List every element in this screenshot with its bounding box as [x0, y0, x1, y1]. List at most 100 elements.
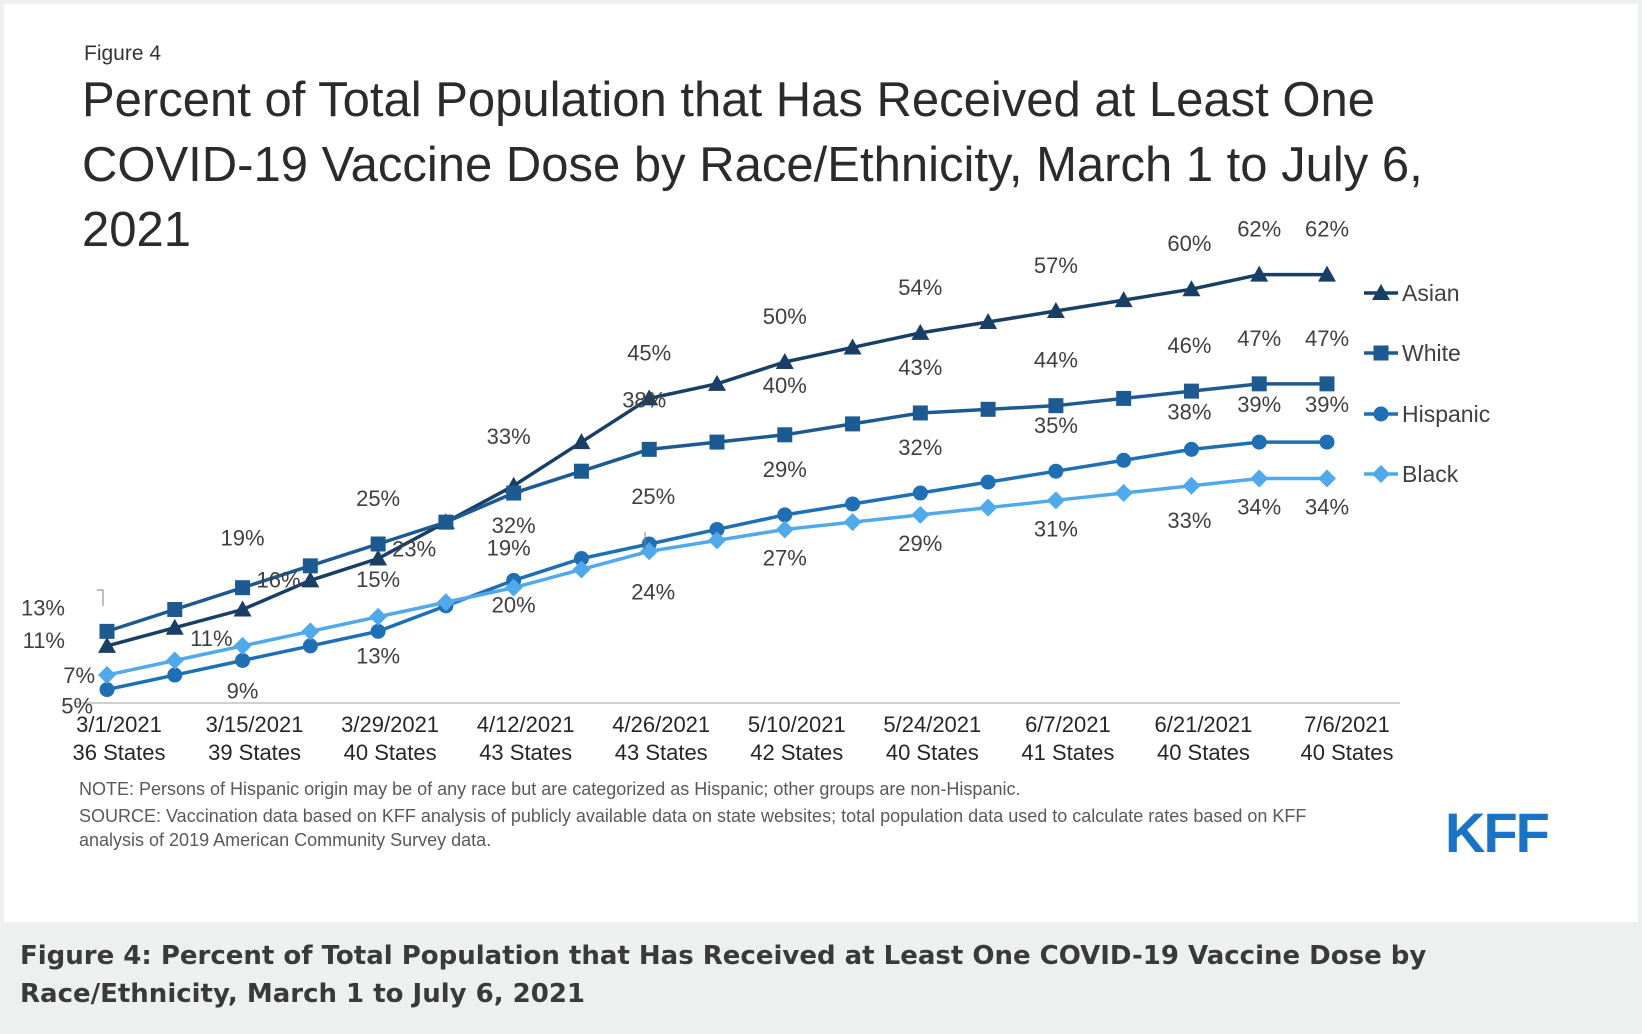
point-asian-17	[1250, 265, 1269, 282]
figure-label: Figure 4	[84, 42, 162, 65]
data-label-hispanic-18: 39%	[1305, 392, 1349, 417]
point-asian-14	[1046, 302, 1065, 319]
point-white-0	[99, 623, 115, 639]
point-asian-16	[1182, 280, 1201, 297]
point-white-9	[709, 434, 725, 450]
point-black-16	[1182, 476, 1201, 495]
point-hispanic-11	[845, 496, 861, 512]
point-white-5	[438, 514, 454, 530]
data-label-asian-0: 11%	[23, 628, 65, 653]
data-label-asian-6: 33%	[487, 424, 531, 449]
x-tick-date-6: 4/12/2021	[477, 712, 575, 737]
point-hispanic-7	[573, 551, 589, 567]
data-label-white-6: 32%	[492, 513, 536, 538]
point-hispanic-4	[370, 623, 386, 639]
point-black-0	[98, 666, 116, 685]
data-label-black-12: 29%	[898, 531, 942, 556]
point-asian-2	[233, 600, 252, 617]
data-label-black-4: 15%	[356, 567, 400, 592]
data-label-white-17: 47%	[1237, 326, 1281, 351]
series-line-white	[106, 382, 1327, 634]
legend-marker-white	[1373, 345, 1389, 361]
legend-label-white: White	[1402, 340, 1461, 366]
data-label-white-16: 46%	[1167, 333, 1211, 358]
data-label-hispanic-17: 39%	[1237, 392, 1281, 417]
data-label-black-18: 34%	[1305, 494, 1349, 519]
point-asian-0	[98, 636, 116, 653]
point-asian-13	[979, 312, 998, 329]
legend-label-black: Black	[1402, 461, 1459, 487]
data-label-black-6: 19%	[487, 536, 531, 561]
data-label-white-8: 38%	[622, 387, 666, 412]
data-label-asian-18: 62%	[1305, 217, 1349, 242]
point-white-8	[641, 441, 657, 457]
data-label-asian-14: 57%	[1034, 253, 1078, 278]
point-black-17	[1250, 469, 1269, 488]
leader-line-white-0	[97, 589, 104, 606]
point-hispanic-16	[1183, 441, 1199, 457]
data-label-hispanic-16: 38%	[1167, 399, 1211, 424]
point-asian-18	[1318, 265, 1336, 282]
data-label-hispanic-10: 29%	[763, 457, 807, 482]
data-label-white-0: 13%	[21, 595, 65, 620]
point-white-12	[912, 405, 928, 421]
point-white-17	[1251, 376, 1267, 392]
data-label-hispanic-4: 13%	[356, 643, 400, 668]
point-hispanic-17	[1251, 434, 1267, 450]
x-tick-date-16: 6/21/2021	[1155, 712, 1253, 737]
data-label-hispanic-2: 9%	[227, 678, 259, 703]
point-white-2	[235, 580, 251, 596]
point-asian-9	[708, 374, 726, 391]
point-white-14	[1048, 398, 1064, 414]
series-line-hispanic	[106, 440, 1327, 692]
data-label-black-0: 7%	[63, 663, 95, 688]
data-label-asian-12: 54%	[898, 275, 942, 300]
point-asian-12	[911, 323, 930, 340]
data-label-black-17: 34%	[1237, 494, 1281, 519]
point-hispanic-9	[709, 521, 725, 537]
legend-label-hispanic: Hispanic	[1402, 401, 1490, 427]
point-black-18	[1318, 469, 1336, 488]
point-hispanic-2	[235, 652, 251, 668]
point-black-5	[436, 593, 455, 612]
kff-logo: KFF	[1445, 801, 1550, 864]
point-asian-15	[1114, 291, 1133, 308]
point-asian-11	[843, 338, 862, 355]
point-black-4	[369, 607, 388, 626]
x-tick-states-8: 43 States	[615, 740, 708, 765]
legend-marker-black	[1372, 465, 1390, 483]
point-white-13	[980, 401, 996, 417]
x-tick-date-14: 6/7/2021	[1025, 712, 1111, 737]
chart-note: NOTE: Persons of Hispanic origin may be …	[79, 779, 1021, 799]
data-label-asian-2: 16%	[257, 568, 301, 593]
point-asian-3	[301, 571, 320, 588]
point-hispanic-13	[980, 474, 996, 490]
data-label-asian-4: 23%	[392, 537, 436, 562]
point-black-2	[233, 636, 252, 655]
point-hispanic-15	[1116, 452, 1132, 468]
data-label-hispanic-6: 20%	[492, 592, 536, 617]
x-tick-date-18: 7/6/2021	[1304, 712, 1390, 737]
data-label-black-14: 31%	[1034, 516, 1078, 541]
point-white-15	[1116, 390, 1132, 406]
data-label-black-8: 24%	[631, 579, 675, 604]
point-white-11	[845, 416, 861, 432]
data-label-hispanic-12: 32%	[898, 435, 942, 460]
x-tick-states-14: 41 States	[1021, 740, 1114, 765]
x-tick-date-12: 5/24/2021	[883, 712, 981, 737]
point-asian-10	[775, 353, 794, 369]
point-hispanic-1	[167, 667, 183, 683]
point-asian-1	[165, 618, 184, 635]
point-hispanic-0	[99, 682, 115, 698]
data-label-black-16: 33%	[1167, 508, 1211, 533]
legend-label-asian: Asian	[1402, 280, 1460, 306]
point-asian-4	[369, 549, 388, 566]
point-hispanic-12	[912, 485, 928, 501]
point-hispanic-10	[777, 507, 793, 523]
point-white-10	[777, 427, 793, 443]
data-label-white-2: 19%	[221, 526, 265, 551]
legend-marker-asian	[1372, 284, 1390, 300]
point-white-16	[1183, 383, 1199, 399]
point-white-18	[1319, 376, 1335, 392]
data-label-asian-16: 60%	[1167, 231, 1211, 256]
